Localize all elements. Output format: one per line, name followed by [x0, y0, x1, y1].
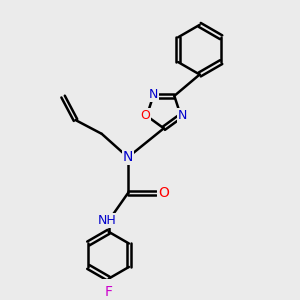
Text: NH: NH — [98, 214, 117, 227]
Text: N: N — [178, 110, 187, 122]
Text: N: N — [148, 88, 158, 101]
Text: F: F — [105, 286, 112, 299]
Text: O: O — [140, 110, 150, 122]
Text: O: O — [158, 186, 169, 200]
Text: N: N — [123, 150, 133, 164]
